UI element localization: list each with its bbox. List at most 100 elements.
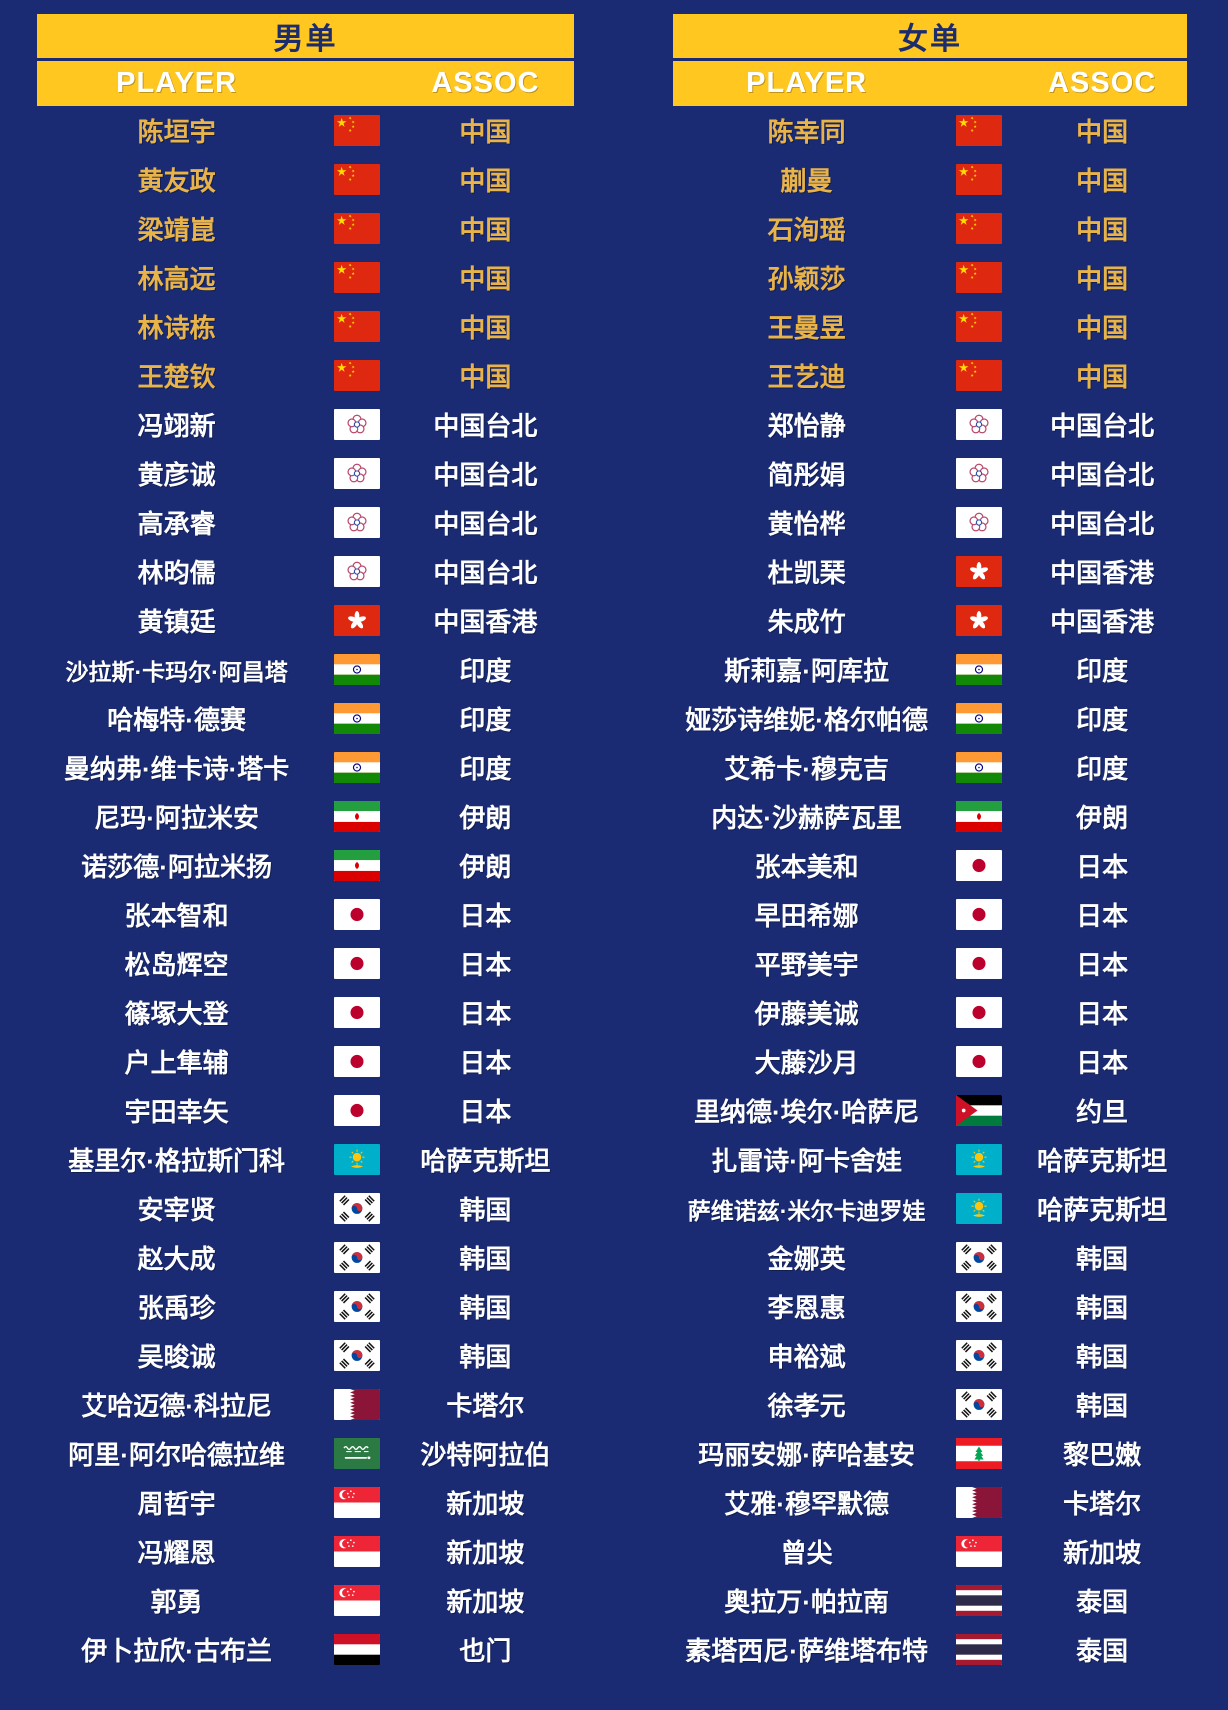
assoc-name: 日本 — [459, 950, 512, 980]
assoc-name: 日本 — [1076, 999, 1129, 1029]
player-name: 王曼昱 — [767, 313, 846, 343]
player-name: 张本美和 — [754, 852, 859, 882]
section-title: 男单 — [273, 23, 338, 56]
player-name: 安宰贤 — [137, 1195, 216, 1225]
japan-flag-icon — [316, 997, 397, 1028]
assoc-name: 日本 — [1076, 950, 1129, 980]
player-row: 黄镇廷 中国香港 — [37, 596, 574, 645]
player-name: 扎雷诗·阿卡舍娃 — [711, 1146, 902, 1176]
assoc-name: 韩国 — [459, 1342, 512, 1372]
thailand-flag-icon — [940, 1634, 1017, 1665]
player-row: 李恩惠 韩国 — [673, 1282, 1187, 1331]
player-name: 阿里·阿尔哈德拉维 — [68, 1440, 285, 1470]
china-flag-icon — [316, 262, 397, 293]
player-name: 简彤娟 — [767, 460, 846, 490]
south-korea-flag-icon — [316, 1291, 397, 1322]
china-flag-icon — [940, 311, 1017, 342]
player-name: 诺莎德·阿拉米扬 — [81, 852, 272, 882]
player-row: 林诗栋 中国 — [37, 302, 574, 351]
player-row: 黄怡桦 中国台北 — [673, 498, 1187, 547]
hong-kong-flag-icon — [316, 605, 397, 636]
player-column-header: PLAYER — [116, 67, 238, 99]
player-row: 大藤沙月 日本 — [673, 1037, 1187, 1086]
assoc-name: 印度 — [459, 656, 512, 686]
assoc-name: 中国台北 — [433, 558, 538, 588]
player-name: 张禹珍 — [137, 1293, 216, 1323]
japan-flag-icon — [316, 948, 397, 979]
chinese-taipei-flag-icon — [316, 556, 397, 587]
assoc-name: 日本 — [459, 1097, 512, 1127]
player-row: 冯耀恩 新加坡 — [37, 1527, 574, 1576]
assoc-name: 中国台北 — [1050, 460, 1155, 490]
south-korea-flag-icon — [940, 1340, 1017, 1371]
player-row: 林高远 中国 — [37, 253, 574, 302]
thailand-flag-icon — [940, 1585, 1017, 1616]
player-name: 宇田幸矢 — [124, 1097, 229, 1127]
assoc-name: 中国香港 — [433, 607, 538, 637]
south-korea-flag-icon — [316, 1242, 397, 1273]
china-flag-icon — [940, 115, 1017, 146]
assoc-name: 新加坡 — [446, 1489, 525, 1519]
player-row: 早田希娜 日本 — [673, 890, 1187, 939]
japan-flag-icon — [316, 1046, 397, 1077]
assoc-name: 韩国 — [459, 1195, 512, 1225]
assoc-name: 伊朗 — [459, 803, 512, 833]
assoc-name: 韩国 — [1076, 1293, 1129, 1323]
player-row: 里纳德·埃尔·哈萨尼 约旦 — [673, 1086, 1187, 1135]
mens-column-header-row: PLAYER ASSOC — [37, 61, 574, 106]
player-row: 篠塚大登 日本 — [37, 988, 574, 1037]
assoc-name: 哈萨克斯坦 — [1037, 1195, 1168, 1225]
player-row: 郭勇 新加坡 — [37, 1576, 574, 1625]
china-flag-icon — [940, 164, 1017, 195]
assoc-name: 印度 — [1076, 656, 1129, 686]
assoc-name: 中国香港 — [1050, 607, 1155, 637]
player-name: 伊藤美诚 — [754, 999, 859, 1029]
player-row: 诺莎德·阿拉米扬 伊朗 — [37, 841, 574, 890]
assoc-name: 卡塔尔 — [1063, 1489, 1142, 1519]
player-name: 林高远 — [137, 264, 216, 294]
player-name: 陈幸同 — [767, 117, 846, 147]
assoc-name: 中国台北 — [1050, 411, 1155, 441]
south-korea-flag-icon — [316, 1193, 397, 1224]
player-row: 陈幸同 中国 — [673, 106, 1187, 155]
south-korea-flag-icon — [940, 1242, 1017, 1273]
chinese-taipei-flag-icon — [940, 507, 1017, 538]
kazakhstan-flag-icon — [940, 1193, 1017, 1224]
india-flag-icon — [940, 703, 1017, 734]
player-row: 杜凯琹 中国香港 — [673, 547, 1187, 596]
player-name: 平野美宇 — [754, 950, 859, 980]
player-name: 艾希卡·穆克吉 — [724, 754, 889, 784]
player-row: 张本智和 日本 — [37, 890, 574, 939]
assoc-name: 新加坡 — [446, 1538, 525, 1568]
assoc-name: 韩国 — [1076, 1391, 1129, 1421]
player-row: 伊藤美诚 日本 — [673, 988, 1187, 1037]
assoc-name: 中国 — [459, 166, 512, 196]
player-name: 素塔西尼·萨维塔布特 — [685, 1636, 928, 1666]
player-name: 朱成竹 — [767, 607, 846, 637]
player-name: 石洵瑶 — [767, 215, 846, 245]
hong-kong-flag-icon — [940, 556, 1017, 587]
singapore-flag-icon — [316, 1536, 397, 1567]
china-flag-icon — [316, 311, 397, 342]
player-name: 斯莉嘉·阿库拉 — [724, 656, 889, 686]
player-row: 梁靖崑 中国 — [37, 204, 574, 253]
player-name: 郑怡静 — [767, 411, 846, 441]
assoc-name: 中国台北 — [433, 411, 538, 441]
assoc-name: 中国 — [459, 264, 512, 294]
assoc-name: 新加坡 — [446, 1587, 525, 1617]
player-row: 艾希卡·穆克吉 印度 — [673, 743, 1187, 792]
player-name: 李恩惠 — [767, 1293, 846, 1323]
assoc-name: 约旦 — [1076, 1097, 1129, 1127]
japan-flag-icon — [940, 1046, 1017, 1077]
player-name: 林昀儒 — [137, 558, 216, 588]
player-row: 素塔西尼·萨维塔布特 泰国 — [673, 1625, 1187, 1674]
china-flag-icon — [316, 360, 397, 391]
player-row: 玛丽安娜·萨哈基安 黎巴嫩 — [673, 1429, 1187, 1478]
kazakhstan-flag-icon — [316, 1144, 397, 1175]
player-row: 萨维诺兹·米尔卡迪罗娃 哈萨克斯坦 — [673, 1184, 1187, 1233]
japan-flag-icon — [940, 899, 1017, 930]
saudi-arabia-flag-icon — [316, 1438, 397, 1469]
assoc-name: 韩国 — [459, 1244, 512, 1274]
player-name: 徐孝元 — [767, 1391, 846, 1421]
player-row: 蒯曼 中国 — [673, 155, 1187, 204]
